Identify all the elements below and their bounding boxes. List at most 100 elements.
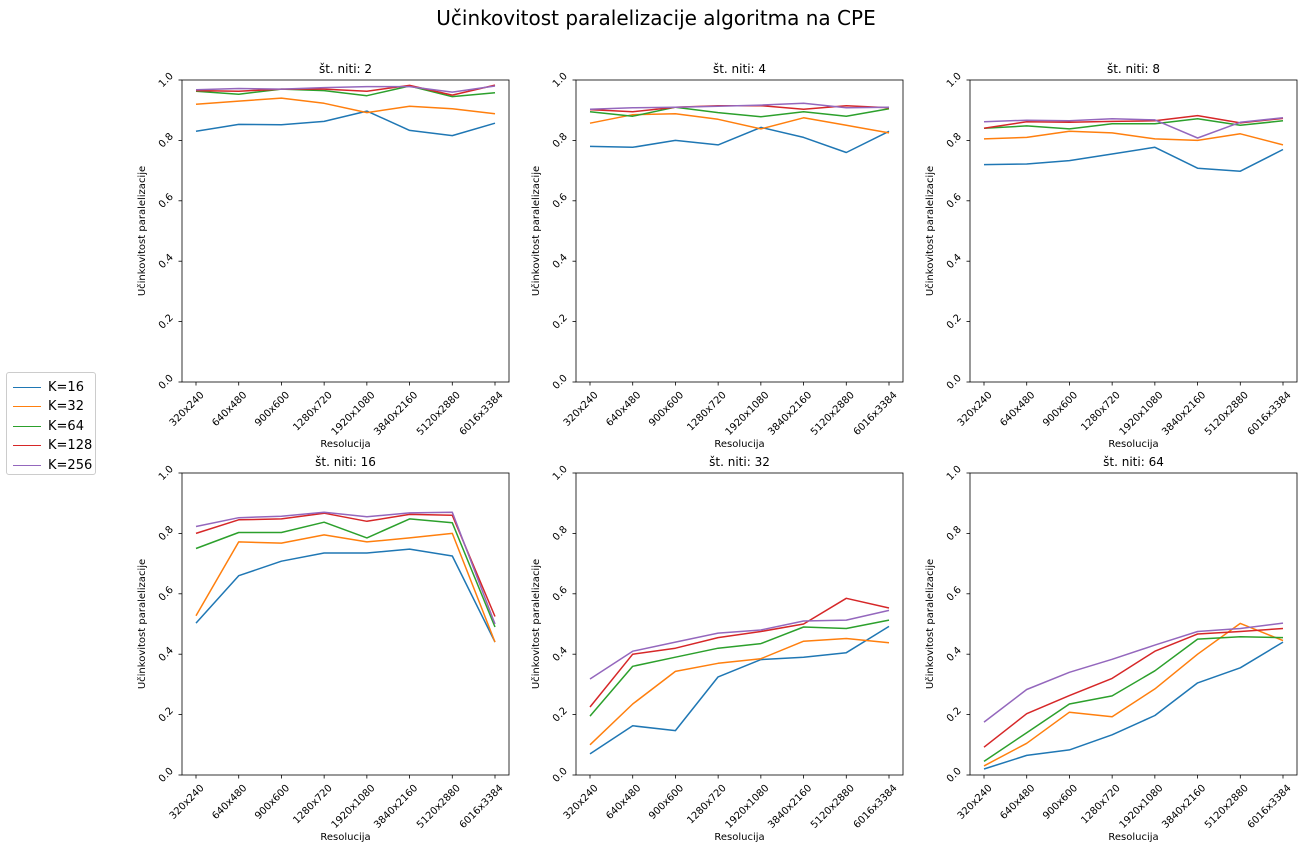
x-axis-label: Resolucija bbox=[714, 439, 764, 450]
x-tick-label: 3840x2160 bbox=[1160, 783, 1208, 831]
y-tick-label: 0.0 bbox=[551, 373, 570, 392]
subplot-title: št. niti: 2 bbox=[319, 62, 372, 76]
y-tick-label: 0.8 bbox=[945, 524, 964, 543]
series-line-k128 bbox=[589, 104, 890, 113]
y-axis-label: Učinkovitost paralelizacije bbox=[530, 559, 542, 689]
legend-label: K=256 bbox=[48, 457, 93, 473]
axes-frame bbox=[969, 79, 1298, 383]
axes-frame bbox=[575, 79, 904, 383]
y-tick-label: 0.6 bbox=[945, 192, 964, 211]
x-tick-label: 1920x1080 bbox=[1118, 783, 1166, 831]
y-tick-label: 0.2 bbox=[157, 705, 176, 724]
x-tick-label: 1920x1080 bbox=[330, 390, 378, 438]
x-axis-label: Resolucija bbox=[1108, 439, 1158, 450]
series-line-k256 bbox=[195, 85, 496, 93]
y-tick-label: 0.2 bbox=[945, 705, 964, 724]
y-tick-label: 0.4 bbox=[945, 645, 964, 664]
subplot-6: št. niti: 64 0.0 0.2 0.4 0.6 0.8 1.0 320x240 640… bbox=[924, 455, 1298, 843]
series-line-k128 bbox=[983, 627, 1284, 748]
y-tick-label: 1.0 bbox=[157, 464, 176, 483]
axes-frame bbox=[181, 79, 510, 383]
x-tick-label: 1280x720 bbox=[685, 390, 728, 433]
subplot-5: št. niti: 32 0.0 0.2 0.4 0.6 0.8 1.0 320x240 640… bbox=[530, 455, 904, 843]
x-tick-label: 640x480 bbox=[604, 390, 643, 429]
x-tick-label: 6016x3384 bbox=[852, 390, 900, 438]
series-line-k64 bbox=[195, 518, 496, 628]
x-tick-label: 320x240 bbox=[956, 390, 995, 429]
x-axis-label: Resolucija bbox=[320, 832, 370, 843]
y-tick-label: 0.2 bbox=[551, 312, 570, 331]
series-line-k128 bbox=[195, 512, 496, 617]
legend-item: K=16 bbox=[13, 378, 84, 396]
figure-title: Učinkovitost paralelizacije algoritma na… bbox=[436, 6, 876, 30]
series-line-k256 bbox=[983, 117, 1284, 139]
axes-frame bbox=[575, 472, 904, 776]
x-tick-label: 320x240 bbox=[168, 783, 207, 822]
legend-label: K=128 bbox=[48, 438, 93, 453]
y-tick-label: 0.4 bbox=[157, 252, 176, 271]
x-tick-label: 1920x1080 bbox=[330, 783, 378, 831]
x-tick-label: 1920x1080 bbox=[724, 783, 772, 831]
x-tick-label: 6016x3384 bbox=[1246, 783, 1294, 831]
x-tick-label: 900x600 bbox=[647, 783, 686, 822]
y-tick-label: 0.2 bbox=[157, 312, 176, 331]
x-tick-label: 640x480 bbox=[210, 390, 249, 429]
x-tick-label: 5120x2880 bbox=[415, 783, 463, 831]
legend-swatch bbox=[13, 386, 41, 388]
subplot-title: št. niti: 32 bbox=[709, 455, 770, 469]
chart-legend: K=16 K=32 K=64 K=128 K=256 bbox=[6, 372, 96, 475]
x-tick-label: 900x600 bbox=[1041, 390, 1080, 429]
x-axis-label: Resolucija bbox=[714, 832, 764, 843]
x-tick-label: 1280x720 bbox=[291, 390, 334, 433]
y-tick-label: 0.8 bbox=[551, 524, 570, 543]
series-line-k64 bbox=[195, 85, 496, 98]
series-line-k32 bbox=[983, 130, 1284, 146]
series-line-k128 bbox=[195, 84, 496, 96]
x-tick-label: 640x480 bbox=[998, 783, 1037, 822]
x-tick-label: 6016x3384 bbox=[1246, 390, 1294, 438]
legend-item: K=256 bbox=[13, 456, 92, 474]
y-tick-label: 0.0 bbox=[945, 766, 964, 785]
x-tick-label: 1280x720 bbox=[685, 783, 728, 826]
y-axis-label: Učinkovitost paralelizacije bbox=[924, 166, 936, 296]
subplot-2: št. niti: 4 0.0 0.2 0.4 0.6 0.8 1.0 320x240 640x… bbox=[530, 62, 904, 450]
series-line-k32 bbox=[195, 97, 496, 115]
x-tick-label: 5120x2880 bbox=[809, 390, 857, 438]
y-tick-label: 1.0 bbox=[551, 71, 570, 90]
legend-swatch bbox=[13, 425, 41, 427]
subplot-title: št. niti: 4 bbox=[713, 62, 766, 76]
subplot-1: št. niti: 2 0.0 0.2 0.4 0.6 0.8 1.0 320x240 640x… bbox=[136, 62, 510, 450]
y-tick-label: 0.8 bbox=[551, 131, 570, 150]
series-line-k32 bbox=[983, 622, 1284, 767]
series-line-k16 bbox=[195, 548, 496, 643]
series-line-k16 bbox=[589, 126, 890, 154]
x-tick-label: 900x600 bbox=[1041, 783, 1080, 822]
subplot-4: št. niti: 16 0.0 0.2 0.4 0.6 0.8 1.0 320x240 640… bbox=[136, 455, 510, 843]
x-axis-label: Resolucija bbox=[320, 439, 370, 450]
y-tick-label: 1.0 bbox=[945, 464, 964, 483]
series-line-k128 bbox=[589, 597, 890, 708]
y-tick-label: 0.4 bbox=[157, 645, 176, 664]
y-tick-label: 0.2 bbox=[945, 312, 964, 331]
legend-item: K=32 bbox=[13, 398, 84, 416]
y-tick-label: 0.8 bbox=[945, 131, 964, 150]
x-tick-label: 320x240 bbox=[168, 390, 207, 429]
x-tick-label: 3840x2160 bbox=[372, 390, 420, 438]
series-line-k16 bbox=[983, 641, 1284, 770]
x-tick-label: 640x480 bbox=[998, 390, 1037, 429]
x-tick-label: 320x240 bbox=[562, 390, 601, 429]
legend-item: K=64 bbox=[13, 417, 84, 435]
x-tick-label: 6016x3384 bbox=[458, 783, 506, 831]
x-tick-label: 1920x1080 bbox=[1118, 390, 1166, 438]
x-tick-label: 320x240 bbox=[562, 783, 601, 822]
series-line-k16 bbox=[589, 625, 890, 755]
y-tick-label: 0.0 bbox=[157, 373, 176, 392]
series-line-k32 bbox=[195, 532, 496, 643]
y-tick-label: 0.8 bbox=[157, 524, 176, 543]
x-tick-label: 1280x720 bbox=[1079, 783, 1122, 826]
y-axis-label: Učinkovitost paralelizacije bbox=[136, 559, 148, 689]
y-tick-label: 0.4 bbox=[551, 645, 570, 664]
x-tick-label: 1280x720 bbox=[1079, 390, 1122, 433]
y-tick-label: 0.6 bbox=[551, 192, 570, 211]
